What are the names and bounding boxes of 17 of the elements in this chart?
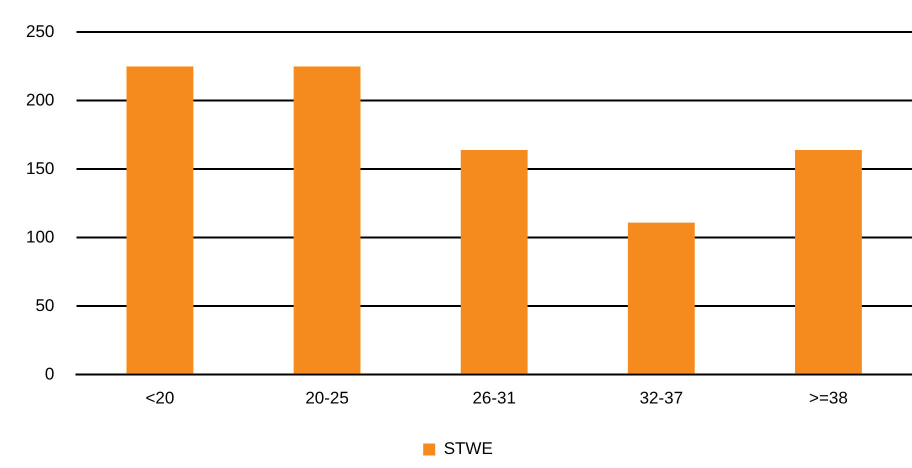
legend-label: STWE: [444, 439, 493, 458]
x-tick-label: 26-31: [472, 388, 516, 408]
bar: [628, 222, 695, 374]
bar: [795, 150, 862, 374]
y-tick-label: 200: [26, 90, 54, 110]
x-tick-label: 20-25: [305, 388, 349, 408]
bar: [460, 150, 528, 374]
y-tick-label: 100: [26, 227, 54, 246]
y-tick-label: 50: [35, 296, 54, 315]
bar: [294, 66, 360, 374]
y-tick-label: 0: [44, 364, 54, 384]
y-tick-label: 250: [26, 22, 54, 41]
y-tick-label: 150: [26, 158, 54, 178]
x-tick-label: <20: [146, 388, 174, 408]
x-tick-label: >=38: [809, 388, 848, 408]
x-tick-label: 32-37: [640, 388, 684, 408]
bar: [126, 66, 194, 374]
